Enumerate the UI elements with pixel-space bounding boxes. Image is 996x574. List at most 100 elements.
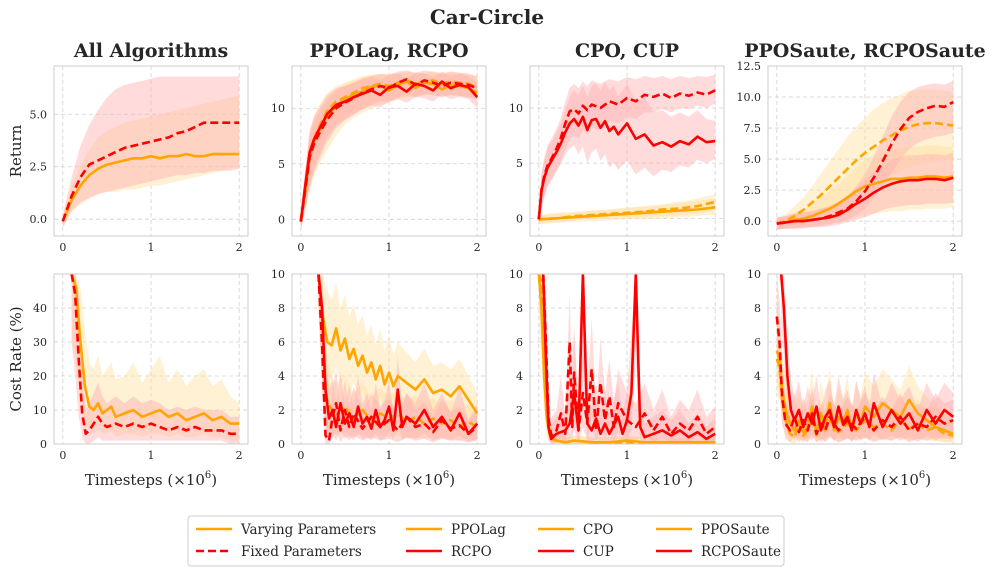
series-line-cpo-fixed (538, 200, 716, 221)
series-line-rcpo-fixed (317, 274, 478, 442)
y-axis-label: Return (7, 124, 25, 177)
series-line-cup-varying (537, 115, 716, 220)
band-rcpo-varying (300, 71, 478, 231)
x-tick-label: 1 (624, 449, 631, 462)
series-line-rcposaute-varying (779, 274, 954, 432)
y-tick-label: 0 (754, 438, 761, 451)
legend-label: PPOSaute (701, 522, 770, 538)
axes-frame (529, 65, 725, 237)
y-tick-label: 4 (278, 370, 285, 383)
y-tick-label: 8 (278, 302, 285, 315)
y-tick-label: 10.0 (737, 91, 762, 104)
axes-frame (53, 273, 249, 445)
x-tick-label: 0 (59, 449, 66, 462)
legend-label: CPO (583, 522, 613, 538)
series-line-varying-parameters (61, 152, 240, 222)
series-line-rcpo-varying (317, 274, 479, 436)
x-tick-label: 1 (148, 449, 155, 462)
x-tick-label: 0 (535, 241, 542, 254)
panel-title: PPOSaute, RCPOSaute (744, 40, 986, 62)
x-tick-label: 1 (862, 449, 869, 462)
legend-label: RCPOSaute (701, 544, 781, 560)
x-axis-label: Timesteps (×106) (85, 470, 217, 489)
y-tick-label: 0 (278, 438, 285, 451)
y-tick-label: 10 (271, 102, 285, 115)
x-tick-label: 2 (236, 241, 243, 254)
axes-frame (529, 273, 725, 445)
x-tick-label: 2 (950, 449, 957, 462)
series-line-pposaute-varying (775, 350, 954, 436)
y-tick-label: 4 (516, 370, 523, 383)
x-axis-label: Timesteps (×106) (799, 470, 931, 489)
x-tick-label: 2 (474, 449, 481, 462)
y-tick-label: 2 (754, 404, 761, 417)
y-tick-label: 12.5 (737, 60, 762, 73)
x-tick-label: 2 (236, 449, 243, 462)
x-tick-label: 1 (624, 241, 631, 254)
plot-area (299, 70, 479, 231)
y-tick-label: 30 (33, 336, 47, 349)
axes-frame (53, 65, 249, 237)
legend: Varying Parameters Fixed Parameters PPOLag… (187, 515, 785, 567)
plot-area (70, 274, 240, 444)
legend-label: RCPO (451, 544, 492, 560)
axes-frame (767, 273, 963, 445)
y-tick-label: 0 (278, 213, 285, 226)
y-tick-label: 8 (754, 302, 761, 315)
x-tick-label: 1 (386, 449, 393, 462)
y-tick-label: 20 (33, 370, 47, 383)
legend-label: PPOLag (451, 522, 506, 538)
y-tick-label: 6 (516, 336, 523, 349)
panel-lag-return: 0 5 10 0 1 2 PPOLag, RCPO (271, 40, 487, 254)
y-tick-label: 6 (754, 336, 761, 349)
plot-area (317, 274, 479, 444)
y-tick-label: 10 (509, 102, 523, 115)
plot-area (537, 274, 716, 444)
band-fixed-parameters (71, 274, 240, 444)
x-tick-label: 0 (59, 241, 66, 254)
x-tick-label: 2 (950, 241, 957, 254)
series-line-rcposaute-fixed (776, 100, 954, 225)
legend-frame (187, 515, 785, 567)
plot-area (775, 274, 954, 444)
series-line-rcpo-fixed (299, 78, 478, 222)
x-tick-label: 0 (297, 449, 304, 462)
x-tick-label: 1 (148, 241, 155, 254)
panel-all-cost: 0 10 20 30 40 0 1 2 Timesteps (×106) Cost Rate (%… (7, 273, 249, 489)
panel-cpo-return: 0 5 10 0 1 2 CPO, CUP (509, 40, 725, 254)
series-line-varying-parameters (70, 274, 240, 425)
band-ppolag-varying (300, 72, 478, 231)
series-line-fixed-parameters (70, 274, 240, 436)
y-axis-label: Cost Rate (%) (7, 306, 25, 411)
series-line-ppolag-varying (317, 274, 479, 415)
axes-frame (291, 65, 487, 237)
y-tick-label: 0 (516, 438, 523, 451)
y-tick-label: 7.5 (744, 122, 762, 135)
band-ppolag-fixed (318, 274, 478, 441)
band-varying-parameters (62, 95, 240, 228)
plot-area (776, 80, 954, 230)
series-line-pposaute-varying (776, 175, 954, 225)
panel-title: All Algorithms (73, 40, 228, 62)
y-tick-label: 4 (754, 370, 761, 383)
y-tick-label: 5 (516, 157, 523, 170)
plot-area (61, 76, 240, 228)
x-tick-label: 0 (297, 241, 304, 254)
y-tick-label: 5.0 (30, 108, 48, 121)
y-tick-label: 2 (278, 404, 285, 417)
series-line-cup-fixed (537, 89, 716, 220)
legend-label: CUP (583, 544, 614, 560)
band-cup-fixed (538, 74, 716, 225)
series-line-fixed-parameters (61, 121, 240, 222)
band-varying-parameters (71, 274, 240, 441)
x-tick-label: 2 (474, 241, 481, 254)
y-tick-label: 6 (278, 336, 285, 349)
y-tick-label: 10 (33, 404, 47, 417)
panel-saute-return: 0.0 2.5 5.0 7.5 10.0 12.5 0 1 2 PPOSaute, RCPOSau… (737, 40, 986, 254)
y-tick-label: 2.5 (744, 184, 762, 197)
band-rcpo-varying (318, 274, 478, 443)
plot-area (537, 74, 716, 225)
x-tick-label: 0 (535, 449, 542, 462)
